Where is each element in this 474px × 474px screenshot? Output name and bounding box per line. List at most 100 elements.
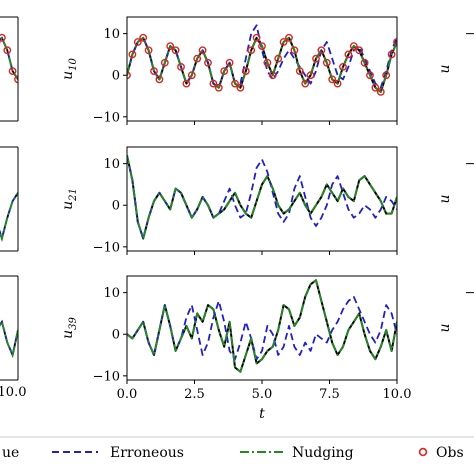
panel-frame [126, 16, 398, 122]
legend-label: ue [2, 445, 19, 461]
left-partial-series [0, 33, 18, 84]
left-partial-series [0, 319, 18, 358]
right-partial-panels: u u u [437, 33, 474, 333]
obs-point [317, 46, 326, 55]
obs-point [387, 50, 396, 59]
x-axis-label: t [259, 406, 265, 422]
obs-point [376, 88, 385, 96]
series-dashdot-line [0, 319, 18, 358]
obs-point [295, 67, 304, 76]
obs-point [193, 54, 202, 63]
y-tick-label: 10 [103, 157, 120, 172]
obs-point [382, 71, 391, 80]
left-partial-panel [0, 146, 19, 252]
obs-point [160, 58, 169, 67]
x-tick-label: 10.0 [383, 387, 412, 402]
obs-point [366, 71, 374, 80]
x-tick-label: 0.0 [117, 387, 138, 402]
left-partial-panels [0, 16, 19, 381]
obs-point [301, 79, 310, 88]
obs-point [252, 33, 261, 42]
left-partial-panel [0, 16, 19, 122]
obs-point [285, 33, 293, 42]
legend-label: Nudging [292, 445, 354, 461]
panel-u10-series [127, 24, 397, 96]
panel-u21: 10 0 −10 u21 [60, 146, 398, 255]
obs-point [139, 33, 148, 42]
obs-point [236, 83, 245, 92]
left-partial-panel [0, 275, 19, 381]
obs-point [274, 54, 283, 63]
series-dashed-line [127, 155, 397, 240]
obs-point [171, 46, 180, 55]
obs-point [344, 50, 353, 59]
obs-point [144, 46, 153, 55]
obs-point [220, 67, 229, 76]
obs-point [209, 79, 218, 88]
y-tick-label: 0 [112, 199, 120, 214]
obs-point [155, 75, 164, 84]
series-dashed-line [127, 24, 397, 89]
obs-point [187, 71, 196, 80]
right-partial-y-label: u [437, 194, 453, 203]
y-tick-label: −10 [93, 110, 120, 125]
obs-point [0, 33, 6, 42]
y-tick-label: 0 [112, 328, 120, 343]
obs-point [214, 83, 223, 92]
obs-point [258, 42, 266, 50]
series-dashdot-line [127, 155, 397, 240]
x-tick-label: 2.5 [184, 387, 205, 402]
left-partial-series [0, 192, 18, 242]
panel-u39-series [127, 279, 397, 373]
obs-point [150, 67, 158, 76]
right-partial-y-label: u [437, 64, 453, 73]
legend-entry-dashdot: Nudging [240, 445, 354, 461]
obs-point [279, 38, 288, 46]
series-solid-line [0, 36, 18, 80]
x-tick-label: 7.5 [319, 387, 340, 402]
panel-frame [126, 275, 398, 381]
y-tick-label: −10 [93, 240, 120, 255]
series-dashed-line [0, 192, 18, 242]
obs-point [225, 58, 234, 67]
obs-point [166, 42, 175, 50]
obs-point [14, 75, 18, 84]
y-tick-label: 10 [103, 286, 120, 301]
obs-point [247, 46, 256, 55]
series-solid-line [127, 155, 397, 240]
obs-point [8, 67, 17, 76]
obs-point [322, 58, 331, 67]
x-tick-label: 5.0 [252, 387, 273, 402]
legend-entry-solid: ue [2, 445, 19, 461]
series-dashed-line [127, 295, 397, 361]
obs-point [312, 54, 320, 63]
left-partial-x-tick: 10.0 [0, 385, 26, 400]
y-axis-label: u39 [60, 316, 79, 338]
series-dashdot-line [127, 279, 397, 373]
right-partial-y-label: u [437, 323, 453, 332]
y-tick-label: 0 [112, 69, 120, 84]
panel-frame [126, 146, 398, 252]
obs-point [306, 71, 315, 80]
obs-point [182, 79, 191, 88]
obs-point [198, 46, 207, 55]
legend-entry-circle: Obs [418, 445, 464, 461]
obs-point [128, 50, 137, 59]
obs-point [328, 75, 337, 84]
panel-u21-series [127, 155, 397, 240]
obs-point [339, 63, 347, 71]
y-tick-label: 10 [103, 27, 120, 42]
obs-point [360, 58, 369, 67]
center-panels: 10 0 −10 u10 10 0 −10 u21 10 0 −10 0.0 2.5 5.0 7.5 10.0… [60, 16, 412, 402]
y-axis-label: u21 [60, 188, 79, 210]
obs-point [268, 71, 277, 80]
panel-u39: 10 0 −10 0.0 2.5 5.0 7.5 10.0 u39 [60, 275, 412, 402]
obs-point [231, 79, 239, 88]
legend-entry-dashed: Erroneous [52, 445, 184, 461]
series-dashdot-line [0, 36, 18, 80]
obs-point [355, 46, 364, 55]
right-partial-panel: u [437, 292, 474, 333]
y-tick-label: −10 [93, 369, 120, 384]
obs-point [241, 67, 250, 76]
